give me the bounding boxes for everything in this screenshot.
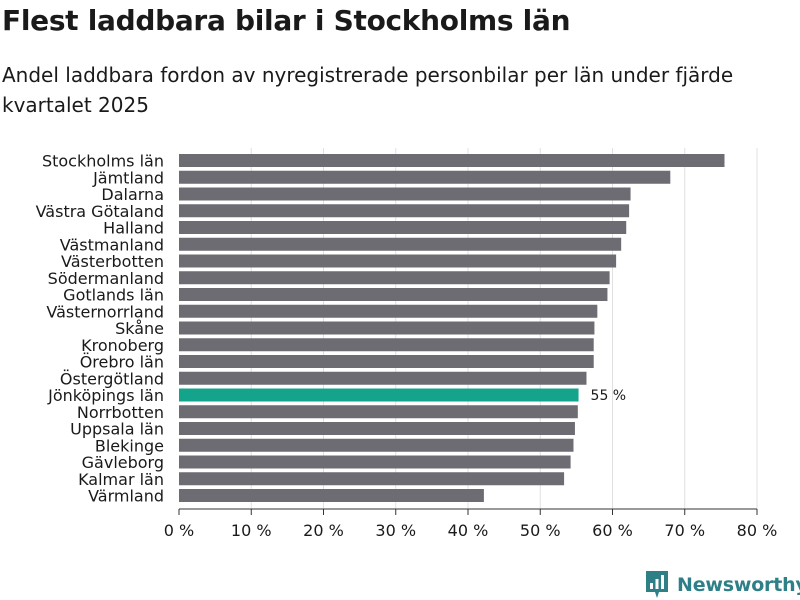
bar [179,489,484,502]
category-label: Blekinge [95,436,164,455]
bar [179,221,627,234]
bar [179,288,608,301]
category-label: Jönköpings län [47,386,164,405]
x-tick-label: 80 % [737,521,778,540]
bar [179,187,631,201]
category-label: Norrbotten [77,403,164,422]
x-tick-label: 50 % [520,521,561,540]
category-label: Örebro län [80,353,164,372]
bar [179,154,725,167]
bar [179,338,594,352]
brand-logo: Newsworthy [645,570,800,600]
category-label: Halland [103,219,164,238]
bar [179,405,578,419]
category-label: Kronoberg [81,336,164,355]
category-label: Gotlands län [63,286,164,305]
bar [179,321,595,335]
category-label: Östergötland [60,369,164,388]
category-label: Södermanland [48,269,164,288]
x-tick-label: 20 % [303,521,344,540]
category-label: Kalmar län [78,470,164,489]
category-label: Västra Götaland [36,202,164,221]
category-label: Stockholms län [42,152,164,171]
x-tick-label: 40 % [448,521,489,540]
bar [179,472,565,486]
x-tick-label: 10 % [231,521,272,540]
newsworthy-logo-icon [646,571,668,598]
category-label: Gävleborg [82,453,164,472]
category-label: Västernorrland [46,302,164,321]
category-label: Västerbotten [61,252,164,271]
bar [179,422,575,435]
bar [179,254,617,268]
category-label: Uppsala län [70,420,164,439]
x-tick-label: 60 % [592,521,633,540]
bar-highlight [179,388,579,402]
bar [179,438,574,452]
bar [179,237,622,251]
bar [179,455,571,469]
x-tick-label: 70 % [664,521,705,540]
chart-subtitle: Andel laddbara fordon av nyregistrerade … [2,63,734,117]
brand-name: Newsworthy [677,574,800,596]
category-label: Jämtland [92,168,164,187]
category-label: Västmanland [60,235,164,254]
bar [179,170,671,184]
bar [179,304,598,318]
category-label: Skåne [115,319,164,338]
x-tick-label: 0 % [164,521,194,540]
bar [179,204,630,218]
bar [179,371,587,385]
x-tick-label: 30 % [375,521,416,540]
bar [179,355,594,368]
category-label: Dalarna [101,185,164,204]
data-label: 55 % [591,388,627,404]
chart-title: Flest laddbara bilar i Stockholms län [2,4,571,37]
category-label: Värmland [88,487,164,506]
bar [179,271,610,285]
